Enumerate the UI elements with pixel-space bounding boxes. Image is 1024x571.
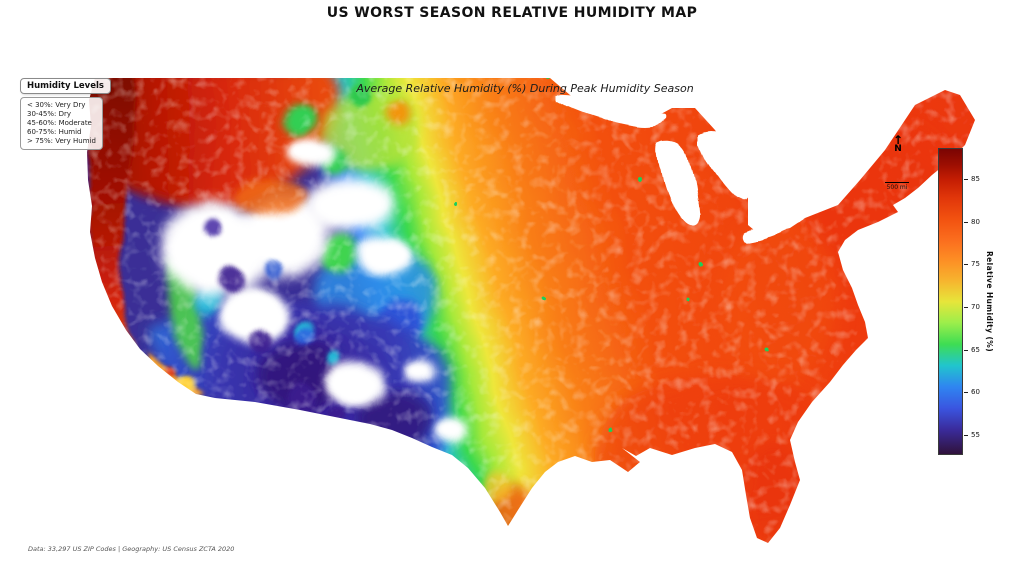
legend-item: 30-45%: Dry (27, 110, 71, 119)
scale-bar: 500 mi (883, 182, 911, 191)
legend-item: 45-60%: Moderate (27, 119, 92, 128)
colorbar-tick-label: 65 (971, 345, 980, 354)
colorbar-tick-label: 85 (971, 174, 980, 183)
map-subtitle: Average Relative Humidity (%) During Pea… (356, 82, 694, 95)
legend-item: 60-75%: Humid (27, 128, 82, 137)
scale-bar-label: 500 mi (886, 184, 908, 191)
legend-items-box: < 30%: Very Dry 30-45%: Dry 45-60%: Modera… (20, 97, 103, 151)
colorbar-tick-label: 55 (971, 431, 980, 440)
colorbar-tick-label: 75 (971, 260, 980, 269)
colorbar-tick-mark (964, 435, 968, 437)
colorbar-tick-mark (964, 221, 968, 223)
north-indicator: ↑ N (885, 133, 911, 154)
colorbar-tick-label: 70 (971, 303, 980, 312)
colorbar-tick-mark (964, 178, 968, 180)
scale-bar-line (885, 182, 909, 183)
colorbar-tick-label: 60 (971, 388, 980, 397)
colorbar-tick-label: 80 (971, 217, 980, 226)
colorbar: 85 80 75 70 65 60 55 (938, 148, 980, 455)
page-title: US WORST SEASON RELATIVE HUMIDITY MAP (326, 5, 698, 21)
florida-keys-green-arc (736, 546, 772, 553)
colorbar-tick-mark (964, 264, 968, 266)
data-source-caption: Data: 33,297 US ZIP Codes | Geography: U… (28, 545, 235, 553)
legend-title: Humidity Levels (20, 78, 111, 94)
colorbar-tick-mark (964, 392, 968, 394)
colorbar-tick-mark (964, 349, 968, 351)
colorbar-axis-label: Relative Humidity (%) (985, 250, 994, 353)
colorbar-tick-mark (964, 307, 968, 309)
colorbar-axis-label-wrap: Relative Humidity (%) (985, 148, 994, 455)
legend-item: > 75%: Very Humid (27, 137, 96, 146)
lake-michigan (658, 139, 700, 227)
north-label: N (894, 144, 902, 154)
north-arrow-icon: ↑ (892, 133, 904, 147)
legend-item: < 30%: Very Dry (27, 101, 86, 109)
